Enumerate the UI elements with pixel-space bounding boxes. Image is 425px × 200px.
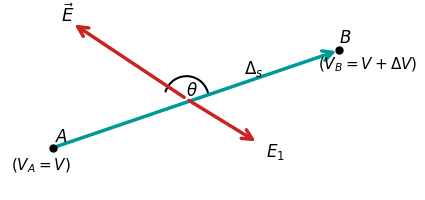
Text: $(V_B = V + \Delta V)$: $(V_B = V + \Delta V)$	[317, 55, 417, 74]
Text: $(V_A = V)$: $(V_A = V)$	[11, 156, 71, 175]
Text: B: B	[340, 28, 351, 46]
Text: $\Delta_s$: $\Delta_s$	[244, 59, 264, 79]
Text: $\vec{E}$: $\vec{E}$	[62, 3, 75, 25]
Text: $\theta$: $\theta$	[186, 82, 198, 100]
Text: A: A	[56, 127, 67, 145]
Text: $E_1$: $E_1$	[266, 141, 285, 161]
